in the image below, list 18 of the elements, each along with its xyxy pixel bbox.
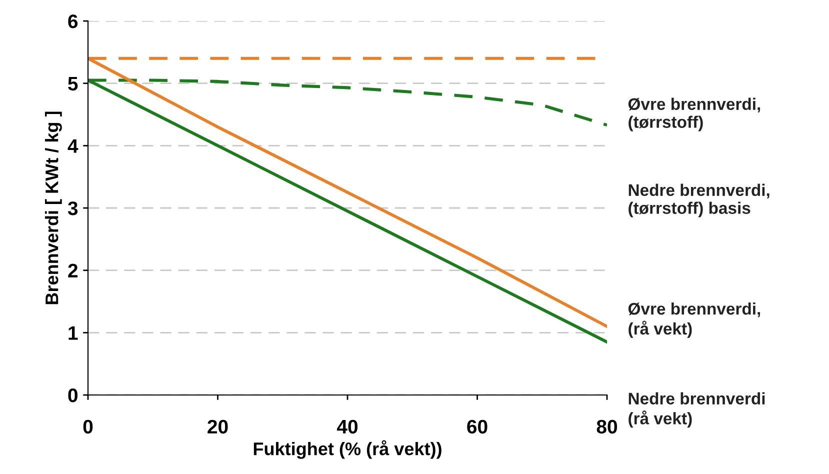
x-axis-title: Fuktighet (% (rå vekt)) [254,440,442,459]
y-tick-label: 6 [68,14,78,28]
x-tick-label: 60 [467,420,488,434]
series-label: Øvre brennverdi, (rå vekt) [628,302,760,338]
y-tick-label: 3 [68,201,78,216]
y-tick-label: 4 [68,139,78,153]
y-tick-label: 2 [68,264,78,278]
y-tick-label: 5 [68,77,78,91]
x-tick-label: 40 [336,420,358,434]
text: Øvre brennverdi, (tørrstoff) [628,98,760,132]
y-tick-label: 1 [68,326,78,340]
text: Nedre brennverdi (rå vekt) [628,392,765,428]
x-tick-label: 80 [596,420,618,434]
y-tick-label: 0 [68,388,78,402]
x-tick-label: 20 [208,420,228,434]
x-tick-label: 0 [83,420,93,434]
text: Nedre brennverdi, (tørrstoff) basis [628,184,770,218]
y-axis-title: Brennverdi [ KWt / kg ] [45,112,62,304]
